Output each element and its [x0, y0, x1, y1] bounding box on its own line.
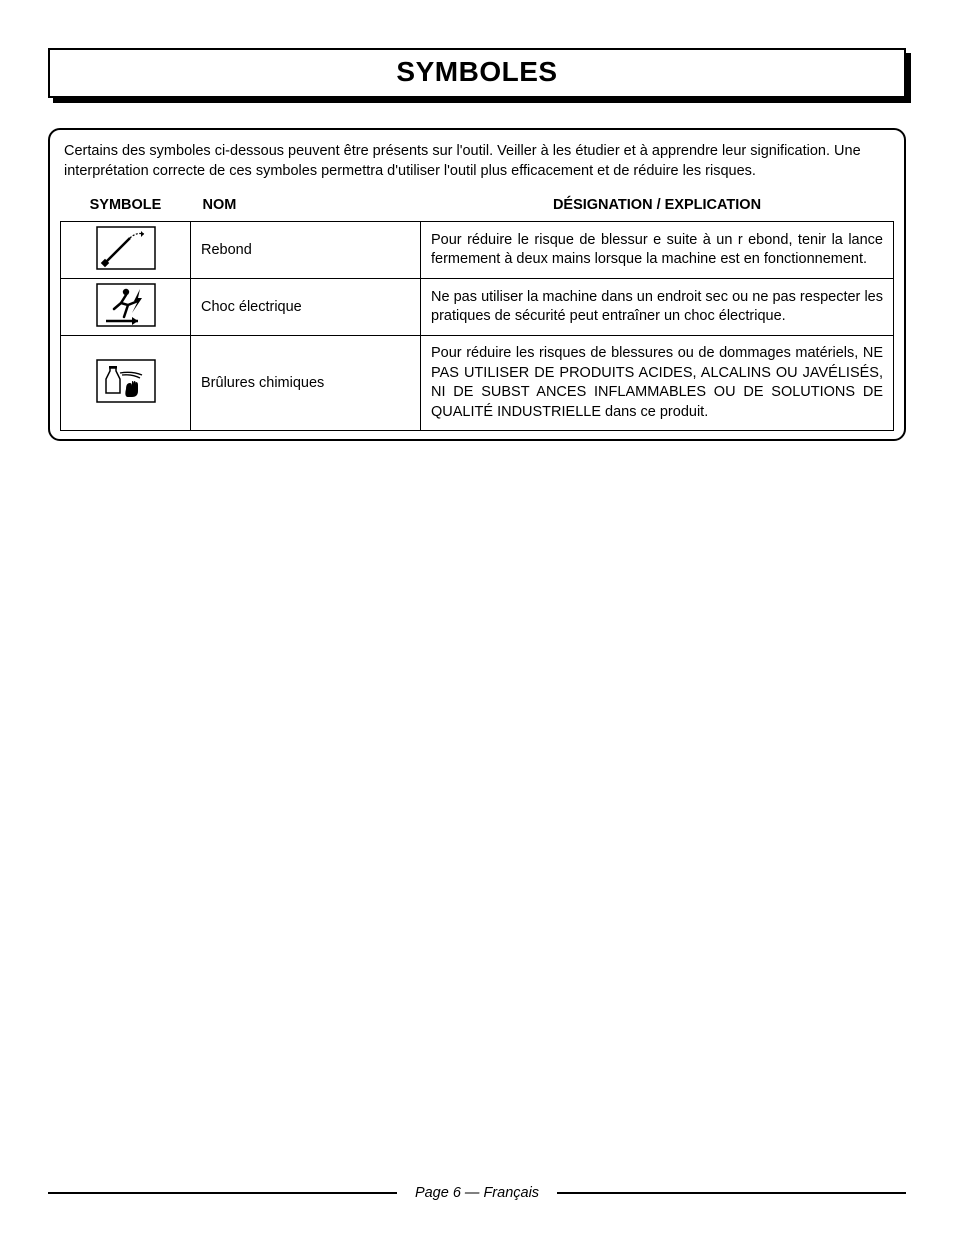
name-cell: Brûlures chimiques: [191, 336, 421, 431]
table-row: Brûlures chimiques Pour réduire les risq…: [61, 336, 894, 431]
electric-shock-icon: [96, 283, 156, 327]
desc-cell: Pour réduire le risque de blessur e suit…: [421, 222, 894, 279]
kickback-icon: [96, 226, 156, 270]
page-title: SYMBOLES: [50, 56, 904, 88]
desc-cell: Ne pas utiliser la machine dans un endro…: [421, 279, 894, 336]
header-name: NOM: [191, 193, 421, 222]
footer-rule-left: [48, 1192, 397, 1194]
header-symbol: SYMBOLE: [61, 193, 191, 222]
symbols-table: SYMBOLE NOM DÉSIGNATION / EXPLICATION: [60, 193, 894, 431]
footer-rule-right: [557, 1192, 906, 1194]
footer-text: Page 6 — Français: [415, 1185, 539, 1201]
desc-cell: Pour réduire les risques de blessures ou…: [421, 336, 894, 431]
chemical-burn-icon: [96, 359, 156, 403]
icon-cell: [61, 336, 191, 431]
intro-text: Certains des symboles ci-dessous peuvent…: [60, 142, 894, 193]
table-row: Choc électrique Ne pas utiliser la machi…: [61, 279, 894, 336]
header-desc: DÉSIGNATION / EXPLICATION: [421, 193, 894, 222]
title-box: SYMBOLES: [48, 48, 906, 98]
page-footer: Page 6 — Français: [48, 1185, 906, 1201]
icon-cell: [61, 222, 191, 279]
symbols-box: Certains des symboles ci-dessous peuvent…: [48, 128, 906, 441]
name-cell: Rebond: [191, 222, 421, 279]
table-row: Rebond Pour réduire le risque de blessur…: [61, 222, 894, 279]
page: SYMBOLES Certains des symboles ci-dessou…: [0, 0, 954, 1235]
name-cell: Choc électrique: [191, 279, 421, 336]
icon-cell: [61, 279, 191, 336]
